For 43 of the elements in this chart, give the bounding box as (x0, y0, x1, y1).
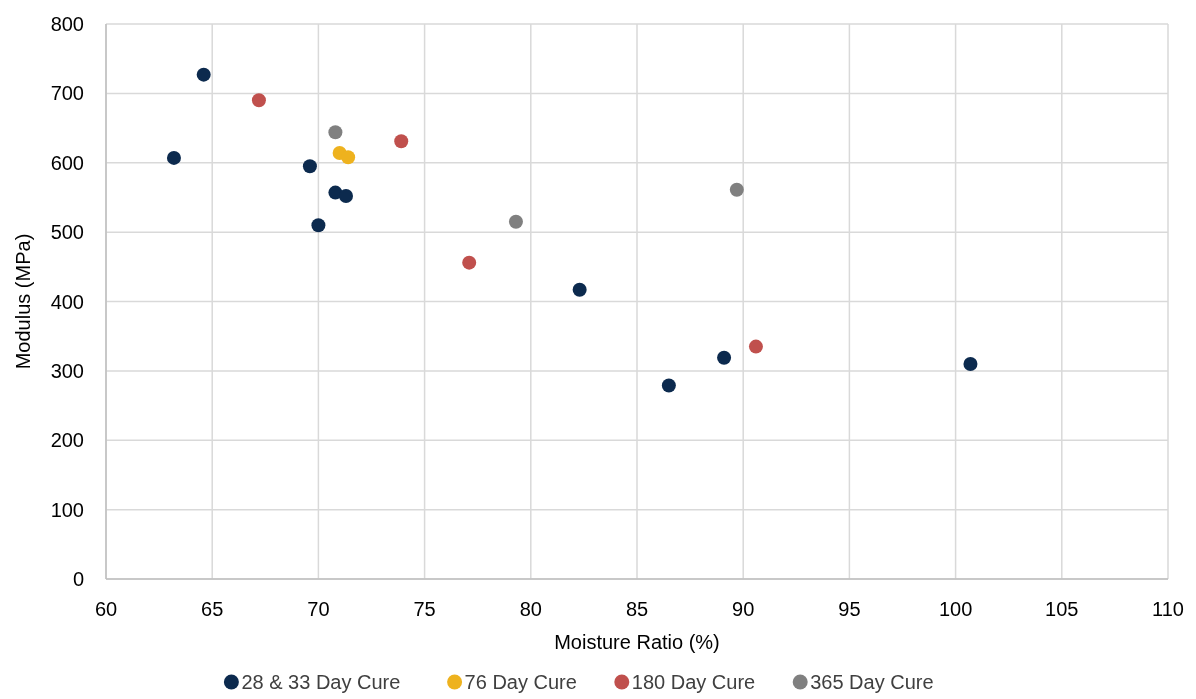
x-axis-title: Moisture Ratio (%) (554, 631, 720, 653)
x-tick-label: 85 (625, 598, 649, 620)
x-tick-label: 110 (1152, 598, 1184, 620)
y-tick-label: 200 (50, 429, 84, 452)
point (302, 159, 317, 174)
point (729, 182, 744, 197)
y-axis-title: Modulus (MPa) (12, 233, 34, 370)
point (311, 218, 326, 233)
x-tick-label: 70 (307, 598, 330, 620)
legend-label: 28 & 33 Day Cure (241, 671, 401, 693)
y-tick-label: 100 (50, 498, 84, 521)
point (572, 282, 587, 297)
point (328, 125, 343, 140)
x-tick-label: 80 (519, 598, 542, 620)
point (508, 214, 523, 229)
x-tick-label: 60 (94, 598, 118, 620)
x-tick-label: 95 (838, 598, 861, 620)
y-tick-label: 300 (50, 359, 84, 382)
point (341, 150, 356, 165)
point (462, 255, 477, 270)
point (339, 189, 354, 204)
x-tick-label: 65 (201, 598, 224, 620)
point (717, 350, 732, 365)
point (196, 67, 211, 82)
y-tick-label: 400 (50, 290, 84, 313)
y-tick-label: 0 (72, 568, 84, 590)
legend-label: 76 Day Cure (464, 671, 577, 693)
y-tick-label: 500 (50, 221, 84, 244)
point (394, 134, 409, 149)
x-tick-label: 75 (413, 598, 436, 620)
point (661, 378, 676, 393)
y-tick-label: 800 (50, 13, 84, 35)
y-tick-label: 700 (50, 82, 84, 105)
point (251, 93, 266, 108)
point (166, 150, 181, 165)
point (963, 356, 978, 371)
legend-label: 365 Day Cure (810, 671, 934, 693)
x-tick-label: 90 (732, 598, 755, 620)
legend-label: 180 Day Cure (631, 671, 756, 693)
x-tick-label: 105 (1045, 598, 1079, 620)
y-tick-label: 600 (50, 151, 84, 174)
point (748, 339, 763, 354)
x-tick-label: 100 (938, 598, 973, 620)
